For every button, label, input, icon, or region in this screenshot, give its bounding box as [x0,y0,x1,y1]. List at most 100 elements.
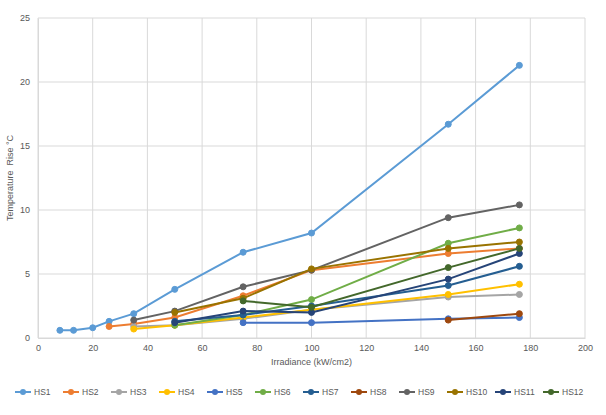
tick: 25 [20,13,38,23]
marker [240,298,246,304]
series [131,202,523,323]
tick-label: 5 [25,269,30,279]
legend-item: HS10 [447,387,488,397]
legend-label: HS10 [466,387,488,397]
tick: 15 [20,141,38,151]
legend-marker [164,389,170,395]
tick-label: 60 [198,343,208,353]
legend-marker [356,389,362,395]
legend-item: HS12 [543,387,584,397]
tick: 0 [25,333,38,343]
marker [57,327,63,333]
tick-label: 20 [20,77,30,87]
series-line [60,65,519,330]
legend: HS1HS2HS3HS4HS5HS6HS7HS8HS9HS10HS11HS12 [15,387,584,397]
marker [516,311,522,317]
legend-marker [260,389,266,395]
marker [309,230,315,236]
series-group [57,62,522,333]
series-line [175,228,520,325]
series-line [243,248,519,307]
tick-label: 15 [20,141,30,151]
marker [309,304,315,310]
tick-label: 180 [523,343,538,353]
grid-line [366,18,367,338]
legend-item: HS1 [15,387,51,397]
series [240,315,522,326]
marker [309,297,315,303]
tick-label: 120 [359,343,374,353]
tick-label: 0 [25,333,30,343]
marker [516,245,522,251]
series-line [134,205,520,320]
marker [106,323,112,329]
tick: 120 [359,338,374,353]
legend-item: HS4 [159,387,195,397]
tick-label: 160 [469,343,484,353]
marker [516,281,522,287]
marker [516,225,522,231]
marker [172,320,178,326]
legend-item: HS8 [351,387,387,397]
series-line [175,254,520,323]
marker [131,317,137,323]
tick-label: 25 [20,13,30,23]
legend-marker [68,389,74,395]
tick-label: 80 [252,343,262,353]
tick: 20 [20,77,38,87]
tick-label: 20 [88,343,98,353]
y-axis: 0 5 10 15 20 25 [20,13,39,343]
legend-marker [308,389,314,395]
legend-item: HS7 [303,387,339,397]
tick: 40 [143,338,153,353]
marker [445,215,451,221]
axis-line [38,19,39,339]
legend-item: HS11 [495,387,535,397]
marker [516,62,522,68]
legend-label: HS7 [322,387,339,397]
grid-line [92,18,93,338]
marker [309,266,315,272]
grid [38,18,585,338]
marker [131,326,137,332]
axis-line [39,338,586,339]
tick: 180 [523,338,538,353]
marker [516,245,522,251]
marker [71,327,77,333]
grid-line [38,18,39,338]
legend-marker [212,389,218,395]
series-line [109,248,519,326]
marker [445,265,451,271]
grid-line [147,18,148,338]
tick: 5 [25,269,38,279]
marker [445,283,451,289]
legend-marker [500,389,506,395]
marker [240,284,246,290]
tick: 100 [304,338,319,353]
marker [240,308,246,314]
marker [240,249,246,255]
legend-label: HS12 [562,387,584,397]
tick: 60 [198,338,208,353]
legend-marker [404,389,410,395]
legend-label: HS11 [514,387,535,397]
tick: 160 [469,338,484,353]
legend-marker [116,389,122,395]
series [240,245,522,310]
legend-label: HS6 [274,387,291,397]
grid-line [585,18,586,338]
legend-marker [20,389,26,395]
legend-marker [452,389,458,395]
tick-label: 200 [578,343,593,353]
chart: 0204060801001201401601802000510152025Irr… [0,0,606,415]
series [57,62,522,333]
legend-item: HS6 [255,387,291,397]
tick-label: 0 [36,343,41,353]
series-line [448,314,519,320]
tick: 10 [20,205,38,215]
marker [516,239,522,245]
tick-label: 100 [304,343,319,353]
tick: 200 [578,338,593,353]
marker [131,311,137,317]
marker [240,320,246,326]
